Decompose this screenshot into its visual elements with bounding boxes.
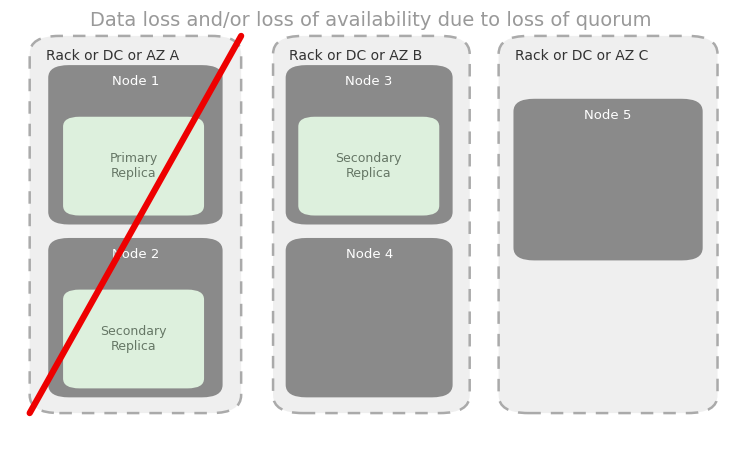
Text: Secondary
Replica: Secondary Replica	[100, 325, 167, 353]
FancyBboxPatch shape	[286, 238, 453, 397]
FancyBboxPatch shape	[513, 99, 703, 260]
Text: Node 4: Node 4	[346, 248, 393, 261]
Text: Node 1: Node 1	[112, 75, 159, 88]
Text: Rack or DC or AZ A: Rack or DC or AZ A	[46, 49, 179, 63]
Text: Primary
Replica: Primary Replica	[109, 152, 158, 180]
Text: Data loss and/or loss of availability due to loss of quorum: Data loss and/or loss of availability du…	[91, 11, 651, 30]
FancyBboxPatch shape	[298, 117, 439, 216]
Text: Node 2: Node 2	[112, 248, 159, 261]
FancyBboxPatch shape	[63, 290, 204, 388]
FancyBboxPatch shape	[48, 65, 223, 224]
Text: Rack or DC or AZ B: Rack or DC or AZ B	[289, 49, 423, 63]
Text: Node 3: Node 3	[346, 75, 393, 88]
Text: Secondary
Replica: Secondary Replica	[335, 152, 402, 180]
FancyBboxPatch shape	[499, 36, 718, 413]
FancyBboxPatch shape	[286, 65, 453, 224]
FancyBboxPatch shape	[63, 117, 204, 216]
FancyBboxPatch shape	[48, 238, 223, 397]
FancyBboxPatch shape	[30, 36, 241, 413]
Text: Node 5: Node 5	[585, 109, 631, 122]
FancyBboxPatch shape	[273, 36, 470, 413]
Text: Rack or DC or AZ C: Rack or DC or AZ C	[515, 49, 649, 63]
